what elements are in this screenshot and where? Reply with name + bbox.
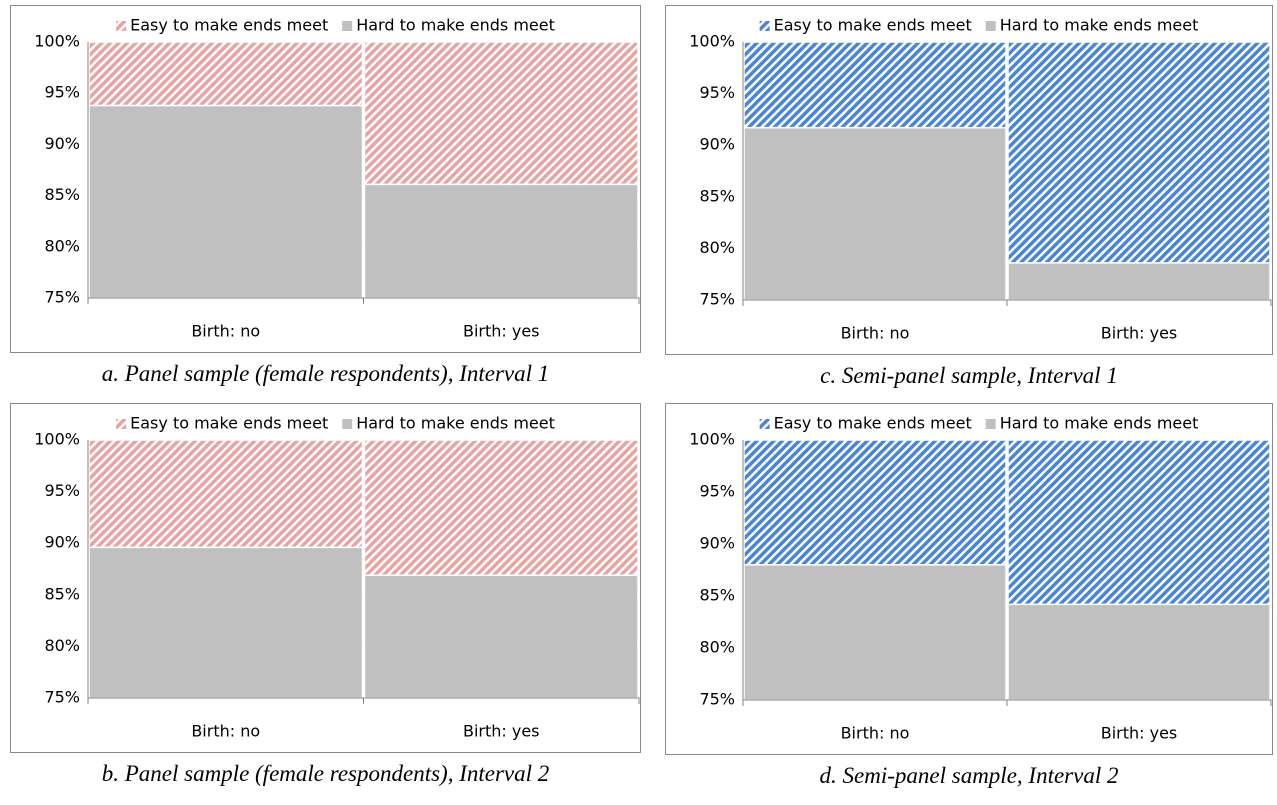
bar-segment xyxy=(88,104,364,299)
legend-label: Easy to make ends meet xyxy=(774,16,972,35)
y-tick-label: 90% xyxy=(44,533,80,552)
y-tick-label: 75% xyxy=(699,290,735,309)
bar-segment xyxy=(1007,439,1271,606)
chart: 75% 80% 85% 90% 95% 100% Birth: no Birth: yes Ea… xyxy=(10,403,641,753)
bar-segment xyxy=(363,41,639,186)
legend-label: Hard to make ends meet xyxy=(356,16,555,35)
y-tick-label: 80% xyxy=(44,236,80,255)
chart: 75% 80% 85% 90% 95% 100% Birth: no Birth: yes Ea… xyxy=(665,5,1273,355)
x-tick-label: Birth: no xyxy=(841,724,910,743)
y-tick-label: 90% xyxy=(699,135,735,154)
legend-label: Hard to make ends meet xyxy=(356,414,555,433)
y-tick-label: 95% xyxy=(44,481,80,500)
y-tick-label: 85% xyxy=(699,186,735,205)
y-tick-label: 90% xyxy=(44,134,80,153)
x-tick-label: Birth: yes xyxy=(1101,724,1178,743)
legend-swatch xyxy=(759,21,770,31)
legend-swatch xyxy=(985,21,996,31)
x-tick-label: Birth: no xyxy=(191,322,260,341)
legend-swatch xyxy=(342,21,353,31)
chart-border xyxy=(665,403,1273,755)
legend-label: Hard to make ends meet xyxy=(1000,16,1199,35)
y-tick-label: 100% xyxy=(689,32,735,51)
x-tick-label: Birth: no xyxy=(841,324,910,343)
legend: Easy to make ends meet Hard to make ends … xyxy=(116,16,555,35)
y-tick-label: 85% xyxy=(44,185,80,204)
bar-segment xyxy=(1007,41,1271,264)
bar-segment xyxy=(1007,603,1271,701)
y-tick-label: 90% xyxy=(699,534,735,553)
legend: Easy to make ends meet Hard to make ends … xyxy=(759,16,1199,35)
legend-label: Easy to make ends meet xyxy=(130,414,328,433)
bar-segment xyxy=(363,439,639,576)
y-tick-label: 100% xyxy=(689,430,735,449)
legend-swatch xyxy=(985,419,996,429)
x-tick-label: Birth: yes xyxy=(463,322,540,341)
legend-swatch xyxy=(342,419,353,429)
caption: c. Semi-panel sample, Interval 1 xyxy=(820,363,1118,388)
y-tick-label: 100% xyxy=(34,32,80,51)
legend-swatch xyxy=(759,419,770,429)
bar-segment xyxy=(1007,262,1271,301)
y-tick-label: 85% xyxy=(44,584,80,603)
y-tick-label: 80% xyxy=(699,238,735,257)
bar-segment xyxy=(88,41,364,107)
chart-border xyxy=(10,5,641,353)
y-tick-label: 85% xyxy=(699,586,735,605)
bar-segment xyxy=(743,439,1007,566)
caption: b. Panel sample (female respondents), In… xyxy=(101,761,550,786)
y-tick-label: 75% xyxy=(44,288,80,307)
legend-swatch xyxy=(116,419,127,429)
y-tick-label: 95% xyxy=(699,482,735,501)
legend-swatch xyxy=(116,21,127,31)
legend-label: Easy to make ends meet xyxy=(774,414,972,433)
y-tick-label: 75% xyxy=(44,688,80,707)
y-tick-label: 75% xyxy=(699,690,735,709)
x-tick-label: Birth: no xyxy=(191,722,260,741)
bar-segment xyxy=(743,41,1007,129)
legend-label: Easy to make ends meet xyxy=(130,16,328,35)
y-tick-label: 100% xyxy=(34,430,80,449)
bar-segment xyxy=(743,126,1007,301)
caption: a. Panel sample (female respondents), In… xyxy=(101,361,550,386)
y-tick-label: 80% xyxy=(699,638,735,657)
x-tick-label: Birth: yes xyxy=(463,722,540,741)
chart: 75% 80% 85% 90% 95% 100% Birth: no Birth: yes Ea… xyxy=(665,403,1273,755)
y-tick-label: 80% xyxy=(44,636,80,655)
bar-segment xyxy=(363,183,639,299)
bar-segment xyxy=(363,574,639,699)
chart: 75% 80% 85% 90% 95% 100% Birth: no Birth: yes Ea… xyxy=(10,5,641,353)
bar-segment xyxy=(743,564,1007,701)
y-tick-label: 95% xyxy=(699,83,735,102)
caption: d. Semi-panel sample, Interval 2 xyxy=(819,763,1119,788)
legend-label: Hard to make ends meet xyxy=(1000,414,1199,433)
legend: Easy to make ends meet Hard to make ends … xyxy=(759,414,1199,433)
chart-border xyxy=(665,5,1273,355)
bar-segment xyxy=(88,439,364,549)
chart-border xyxy=(10,403,641,753)
bar-segment xyxy=(88,546,364,699)
x-tick-label: Birth: yes xyxy=(1101,324,1178,343)
legend: Easy to make ends meet Hard to make ends … xyxy=(116,414,555,433)
y-tick-label: 95% xyxy=(44,83,80,102)
